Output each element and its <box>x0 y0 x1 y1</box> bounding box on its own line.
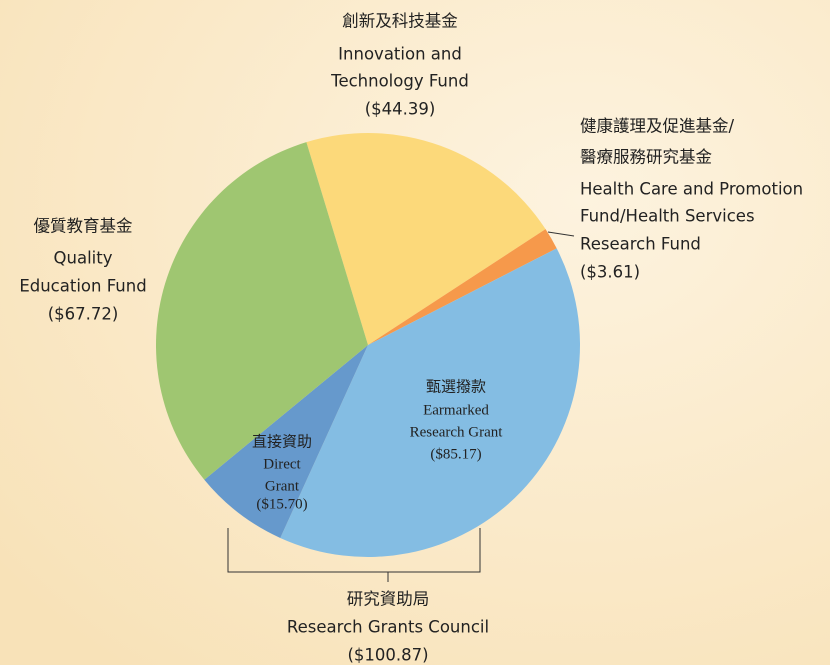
slice-label: Grant <box>265 478 300 494</box>
value-label: ($85.17) <box>430 446 481 462</box>
slice-label: 健康護理及促進基金/ <box>580 117 735 136</box>
value-label: ($3.61) <box>580 263 640 282</box>
pie-slice <box>155 142 368 480</box>
annotation-value: ($100.87) <box>347 646 428 665</box>
annotation-label: 研究資助局 <box>347 590 430 609</box>
slice-label: 醫療服務研究基金 <box>580 148 713 167</box>
slice-label: 創新及科技基金 <box>342 12 458 31</box>
pie-slice <box>280 248 580 557</box>
slice-label: 甄選撥款 <box>426 378 486 395</box>
slice-label: 優質教育基金 <box>34 217 134 236</box>
slice-label: Innovation and <box>338 45 462 64</box>
annotation-label: Research Grants Council <box>287 618 489 637</box>
pie-slice <box>306 132 546 345</box>
slice-label: 直接資助 <box>252 433 312 450</box>
pie-slice <box>368 229 557 345</box>
slice-label: Research Grant <box>410 424 504 440</box>
slice-label: Health Care and Promotion <box>580 180 803 199</box>
pie-slice <box>204 345 368 538</box>
slice-label: Research Fund <box>580 235 701 254</box>
value-label: ($67.72) <box>48 305 119 324</box>
bracket <box>227 528 481 582</box>
slice-label: Education Fund <box>19 277 146 296</box>
value-label: ($44.39) <box>365 100 436 119</box>
slice-label: Direct <box>263 456 301 472</box>
slice-label: Quality <box>54 249 113 268</box>
slice-label: Technology Fund <box>330 72 469 91</box>
value-label: ($15.70) <box>256 496 307 512</box>
leader-line <box>547 231 575 237</box>
slice-label: Fund/Health Services <box>580 207 755 226</box>
slice-label: Earmarked <box>423 402 489 418</box>
